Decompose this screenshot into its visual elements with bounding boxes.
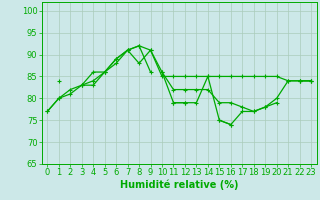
X-axis label: Humidité relative (%): Humidité relative (%) bbox=[120, 180, 238, 190]
